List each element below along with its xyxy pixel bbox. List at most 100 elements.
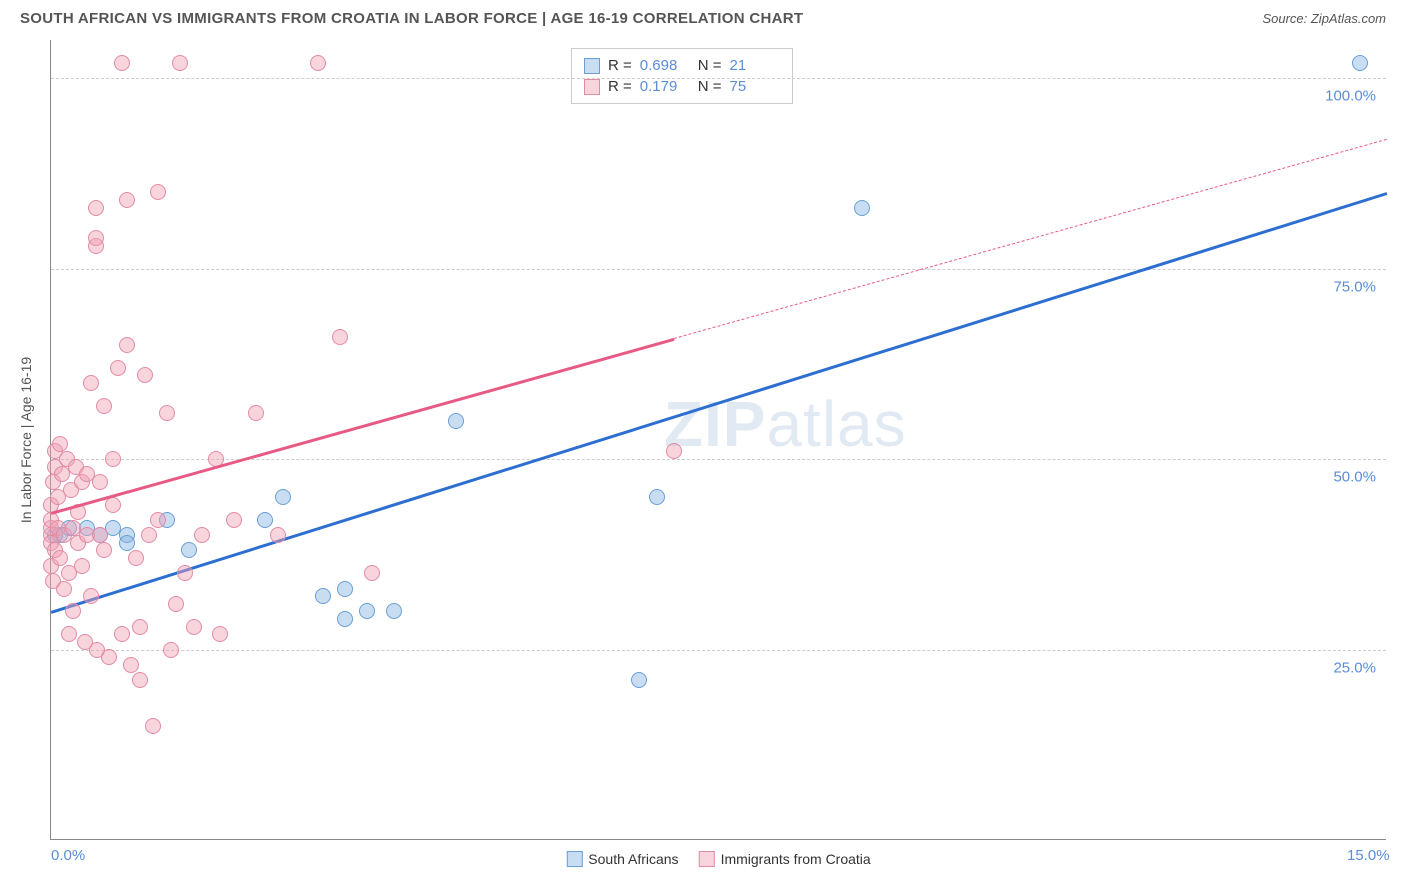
stat-r-value: 0.698 bbox=[640, 57, 690, 74]
data-point bbox=[128, 550, 144, 566]
data-point bbox=[96, 542, 112, 558]
xtick-label: 0.0% bbox=[51, 847, 85, 864]
data-point bbox=[119, 337, 135, 353]
data-point bbox=[150, 184, 166, 200]
data-point bbox=[92, 527, 108, 543]
watermark-atlas: atlas bbox=[766, 388, 906, 460]
legend-swatch bbox=[584, 58, 600, 74]
plot-area: In Labor Force | Age 16-19 ZIPatlas R =0… bbox=[50, 40, 1386, 840]
gridline bbox=[51, 78, 1386, 79]
data-point bbox=[132, 672, 148, 688]
legend: South Africans Immigrants from Croatia bbox=[566, 851, 870, 867]
gridline bbox=[51, 269, 1386, 270]
ytick-label: 75.0% bbox=[1333, 278, 1376, 295]
chart-container: In Labor Force | Age 16-19 ZIPatlas R =0… bbox=[50, 40, 1386, 840]
legend-item: Immigrants from Croatia bbox=[699, 851, 871, 867]
data-point bbox=[177, 565, 193, 581]
legend-swatch bbox=[566, 851, 582, 867]
data-point bbox=[119, 192, 135, 208]
data-point bbox=[168, 596, 184, 612]
data-point bbox=[270, 527, 286, 543]
data-point bbox=[666, 443, 682, 459]
data-point bbox=[114, 626, 130, 642]
data-point bbox=[92, 474, 108, 490]
data-point bbox=[337, 611, 353, 627]
trend-line bbox=[51, 192, 1388, 613]
trend-line bbox=[51, 338, 675, 515]
legend-swatch bbox=[584, 79, 600, 95]
data-point bbox=[83, 375, 99, 391]
legend-label: South Africans bbox=[588, 851, 678, 867]
data-point bbox=[649, 489, 665, 505]
data-point bbox=[364, 565, 380, 581]
data-point bbox=[145, 718, 161, 734]
data-point bbox=[186, 619, 202, 635]
data-point bbox=[332, 329, 348, 345]
data-point bbox=[88, 200, 104, 216]
chart-title: SOUTH AFRICAN VS IMMIGRANTS FROM CROATIA… bbox=[20, 10, 803, 27]
data-point bbox=[226, 512, 242, 528]
stats-row: R = 0.698 N = 21 bbox=[584, 55, 780, 76]
data-point bbox=[248, 405, 264, 421]
data-point bbox=[88, 230, 104, 246]
correlation-stats-box: R = 0.698 N = 21 R = 0.179 N = 75 bbox=[571, 48, 793, 104]
stat-n-label: N = bbox=[698, 78, 722, 95]
watermark: ZIPatlas bbox=[664, 387, 907, 461]
data-point bbox=[212, 626, 228, 642]
stats-row: R = 0.179 N = 75 bbox=[584, 76, 780, 97]
data-point bbox=[194, 527, 210, 543]
data-point bbox=[137, 367, 153, 383]
stat-r-label: R = bbox=[608, 78, 632, 95]
source-attribution: Source: ZipAtlas.com bbox=[1262, 11, 1386, 26]
data-point bbox=[257, 512, 273, 528]
data-point bbox=[132, 619, 148, 635]
data-point bbox=[359, 603, 375, 619]
data-point bbox=[163, 642, 179, 658]
ytick-label: 100.0% bbox=[1325, 88, 1376, 105]
xtick-label: 15.0% bbox=[1347, 847, 1390, 864]
gridline bbox=[51, 459, 1386, 460]
data-point bbox=[83, 588, 99, 604]
legend-item: South Africans bbox=[566, 851, 678, 867]
data-point bbox=[854, 200, 870, 216]
stat-r-label: R = bbox=[608, 57, 632, 74]
data-point bbox=[56, 581, 72, 597]
data-point bbox=[65, 603, 81, 619]
data-point bbox=[275, 489, 291, 505]
data-point bbox=[123, 657, 139, 673]
data-point bbox=[74, 558, 90, 574]
data-point bbox=[114, 55, 130, 71]
legend-label: Immigrants from Croatia bbox=[721, 851, 871, 867]
data-point bbox=[101, 649, 117, 665]
data-point bbox=[141, 527, 157, 543]
data-point bbox=[172, 55, 188, 71]
data-point bbox=[1352, 55, 1368, 71]
stat-n-label: N = bbox=[698, 57, 722, 74]
data-point bbox=[337, 581, 353, 597]
data-point bbox=[386, 603, 402, 619]
ytick-label: 25.0% bbox=[1333, 659, 1376, 676]
data-point bbox=[61, 626, 77, 642]
stat-n-value: 75 bbox=[730, 78, 780, 95]
stat-r-value: 0.179 bbox=[640, 78, 690, 95]
data-point bbox=[110, 360, 126, 376]
data-point bbox=[119, 535, 135, 551]
data-point bbox=[105, 451, 121, 467]
data-point bbox=[159, 405, 175, 421]
data-point bbox=[310, 55, 326, 71]
data-point bbox=[96, 398, 112, 414]
data-point bbox=[181, 542, 197, 558]
gridline bbox=[51, 650, 1386, 651]
data-point bbox=[52, 550, 68, 566]
data-point bbox=[150, 512, 166, 528]
data-point bbox=[448, 413, 464, 429]
data-point bbox=[315, 588, 331, 604]
y-axis-label: In Labor Force | Age 16-19 bbox=[18, 356, 34, 522]
data-point bbox=[105, 497, 121, 513]
stat-n-value: 21 bbox=[730, 57, 780, 74]
legend-swatch bbox=[699, 851, 715, 867]
ytick-label: 50.0% bbox=[1333, 469, 1376, 486]
data-point bbox=[631, 672, 647, 688]
trend-line bbox=[674, 139, 1387, 339]
data-point bbox=[52, 436, 68, 452]
